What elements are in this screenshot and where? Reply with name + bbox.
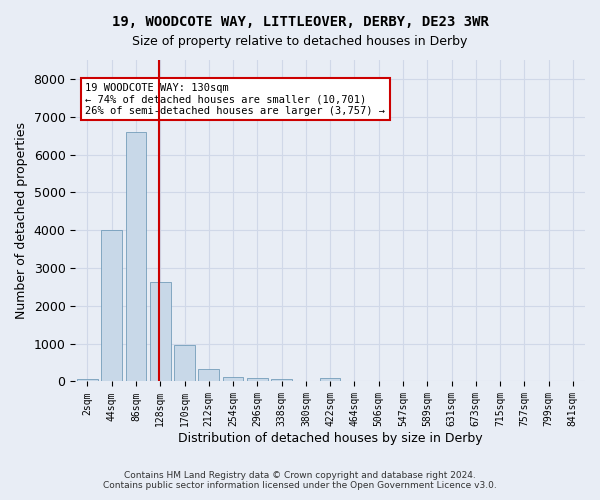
- Text: Size of property relative to detached houses in Derby: Size of property relative to detached ho…: [133, 35, 467, 48]
- Bar: [320, 378, 340, 382]
- Bar: [199, 370, 219, 382]
- Bar: [247, 378, 268, 382]
- Text: 19 WOODCOTE WAY: 130sqm
← 74% of detached houses are smaller (10,701)
26% of sem: 19 WOODCOTE WAY: 130sqm ← 74% of detache…: [85, 82, 385, 116]
- Bar: [125, 132, 146, 382]
- Text: Contains HM Land Registry data © Crown copyright and database right 2024.
Contai: Contains HM Land Registry data © Crown c…: [103, 470, 497, 490]
- Text: 19, WOODCOTE WAY, LITTLEOVER, DERBY, DE23 3WR: 19, WOODCOTE WAY, LITTLEOVER, DERBY, DE2…: [112, 15, 488, 29]
- Bar: [77, 379, 98, 382]
- X-axis label: Distribution of detached houses by size in Derby: Distribution of detached houses by size …: [178, 432, 482, 445]
- Bar: [223, 376, 244, 382]
- Y-axis label: Number of detached properties: Number of detached properties: [15, 122, 28, 319]
- Bar: [101, 230, 122, 382]
- Bar: [271, 379, 292, 382]
- Bar: [174, 345, 195, 382]
- Bar: [150, 282, 170, 382]
